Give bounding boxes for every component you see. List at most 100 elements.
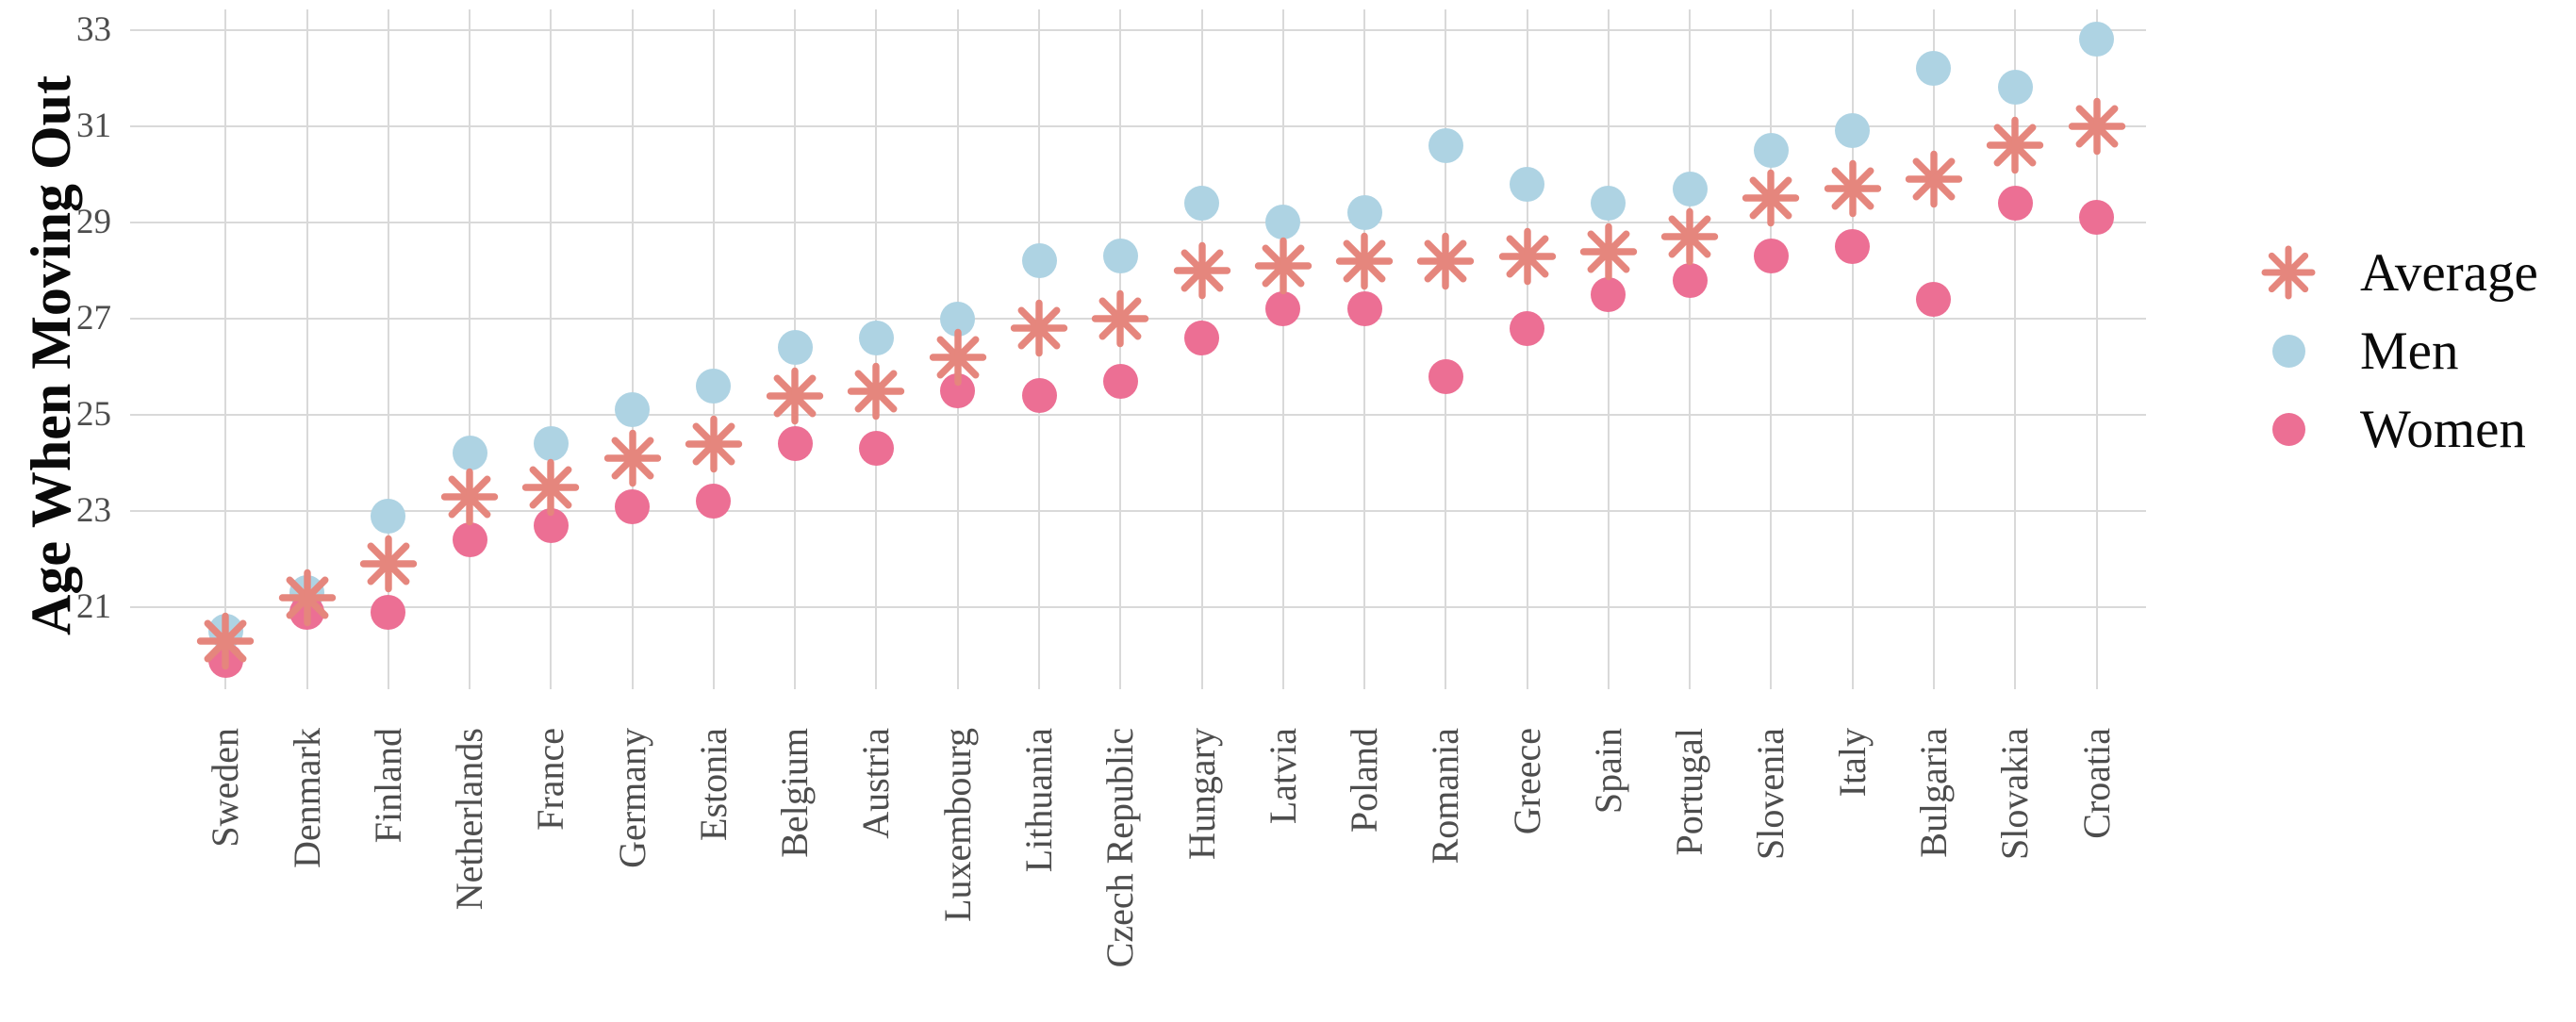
women-marker: [2079, 200, 2114, 236]
men-marker: [1591, 185, 1627, 221]
x-axis-label: Greece: [1505, 728, 1548, 835]
v-gridline: [1363, 9, 1366, 689]
v-gridline: [305, 9, 308, 689]
x-axis-label: Austria: [854, 728, 898, 839]
women-marker: [1753, 239, 1789, 274]
x-axis-label: Croatia: [2074, 728, 2118, 839]
women-marker: [1997, 185, 2033, 221]
women-marker: [1510, 310, 1545, 346]
legend-item-men: Men: [2256, 319, 2458, 383]
men-marker: [1102, 239, 1138, 274]
x-axis-label: Italy: [1830, 728, 1874, 798]
h-gridline: [130, 414, 2146, 417]
v-gridline: [631, 9, 634, 689]
men-marker: [858, 320, 894, 355]
men-marker: [1997, 70, 2033, 106]
women-legend-dot: [2271, 412, 2305, 446]
x-axis-label: Germany: [610, 728, 653, 868]
v-gridline: [712, 9, 715, 689]
women-marker: [1184, 320, 1220, 355]
v-gridline: [550, 9, 553, 689]
y-tick-label: 29: [76, 202, 111, 241]
women-marker: [615, 488, 651, 524]
average-marker: [1251, 234, 1315, 298]
women-marker: [1102, 363, 1138, 399]
x-axis-label: Netherlands: [448, 728, 491, 911]
legend-label-women: Women: [2360, 399, 2526, 459]
men-marker: [1265, 205, 1301, 240]
average-marker: [926, 325, 990, 389]
legend-label-men: Men: [2360, 321, 2459, 381]
v-gridline: [1851, 9, 1854, 689]
average-marker: [1658, 205, 1722, 269]
women-marker: [1672, 262, 1708, 298]
men-marker: [533, 426, 569, 462]
men-marker: [452, 436, 487, 471]
y-tick-label: 33: [76, 9, 111, 49]
x-axis-label: Romania: [1424, 728, 1467, 865]
men-marker: [777, 330, 813, 366]
x-axis-label: Estonia: [691, 728, 735, 841]
average-marker: [1739, 166, 1803, 230]
average-marker: [193, 609, 257, 673]
men-marker: [1021, 243, 1057, 279]
men-circle-icon: [2256, 319, 2320, 383]
average-marker: [438, 465, 502, 529]
v-gridline: [1119, 9, 1122, 689]
average-marker: [1170, 239, 1234, 303]
h-gridline: [130, 28, 2146, 31]
x-axis-label: Czech Republic: [1098, 728, 1142, 968]
average-marker: [1983, 113, 2047, 177]
men-marker: [1184, 185, 1220, 221]
men-legend-dot: [2271, 334, 2305, 368]
y-tick-label: 31: [76, 106, 111, 145]
men-marker: [1753, 132, 1789, 168]
average-marker: [1332, 229, 1396, 293]
legend-item-average: Average: [2256, 240, 2538, 305]
y-tick-label: 21: [76, 587, 111, 627]
v-gridline: [1607, 9, 1610, 689]
x-axis-label: Bulgaria: [1911, 728, 1955, 858]
men-marker: [371, 498, 406, 534]
x-axis-label: Spain: [1586, 728, 1629, 815]
average-marker: [1495, 224, 1560, 288]
h-gridline: [130, 221, 2146, 223]
x-axis-label: Lithuania: [1017, 728, 1060, 873]
x-axis-label: Sweden: [204, 728, 247, 848]
men-marker: [1510, 166, 1545, 202]
women-marker: [1265, 291, 1301, 327]
h-gridline: [130, 606, 2146, 609]
average-marker: [601, 426, 665, 490]
h-gridline: [130, 510, 2146, 513]
v-gridline: [1932, 9, 1935, 689]
v-gridline: [2014, 9, 2017, 689]
men-marker: [1428, 127, 1463, 163]
v-gridline: [1770, 9, 1773, 689]
women-marker: [1021, 378, 1057, 414]
x-axis-label: Latvia: [1261, 728, 1304, 825]
average-marker: [1007, 296, 1071, 360]
average-marker: [1577, 220, 1641, 284]
men-marker: [2079, 22, 2114, 58]
x-axis-label: Hungary: [1180, 728, 1223, 860]
women-marker: [452, 522, 487, 558]
women-marker: [371, 594, 406, 630]
average-marker: [2065, 94, 2129, 158]
women-marker: [1916, 282, 1952, 318]
x-axis-label: Luxembourg: [935, 728, 979, 922]
y-tick-label: 23: [76, 491, 111, 531]
women-marker: [1346, 291, 1382, 327]
men-marker: [696, 368, 732, 404]
average-marker: [1821, 157, 1885, 221]
men-marker: [1916, 51, 1952, 87]
x-axis-label: Denmark: [285, 728, 328, 868]
average-marker: [844, 359, 908, 423]
women-marker: [1835, 228, 1871, 264]
average-marker: [763, 364, 827, 428]
x-axis-label: Belgium: [773, 728, 817, 858]
v-gridline: [469, 9, 471, 689]
y-tick-label: 27: [76, 299, 111, 338]
women-marker: [1428, 358, 1463, 394]
y-tick-label: 25: [76, 395, 111, 435]
